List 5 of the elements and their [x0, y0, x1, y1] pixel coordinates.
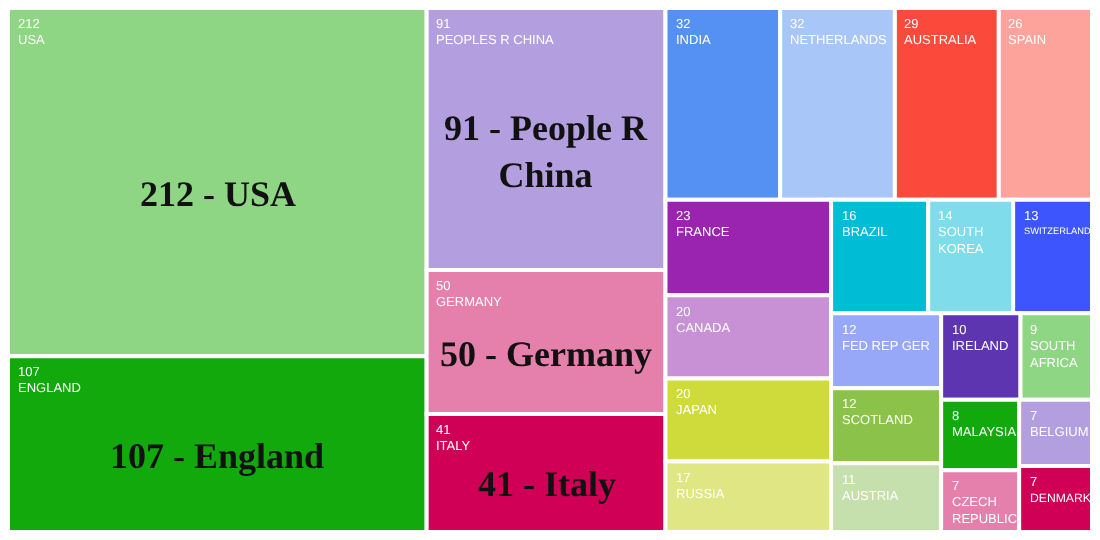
text: 41 - Italy: [478, 464, 616, 504]
text: 107 - England: [110, 436, 325, 476]
text: 212 - USA: [140, 174, 297, 214]
text: 91 - People R China: [444, 108, 649, 195]
text: 50 - Germany: [440, 334, 652, 374]
